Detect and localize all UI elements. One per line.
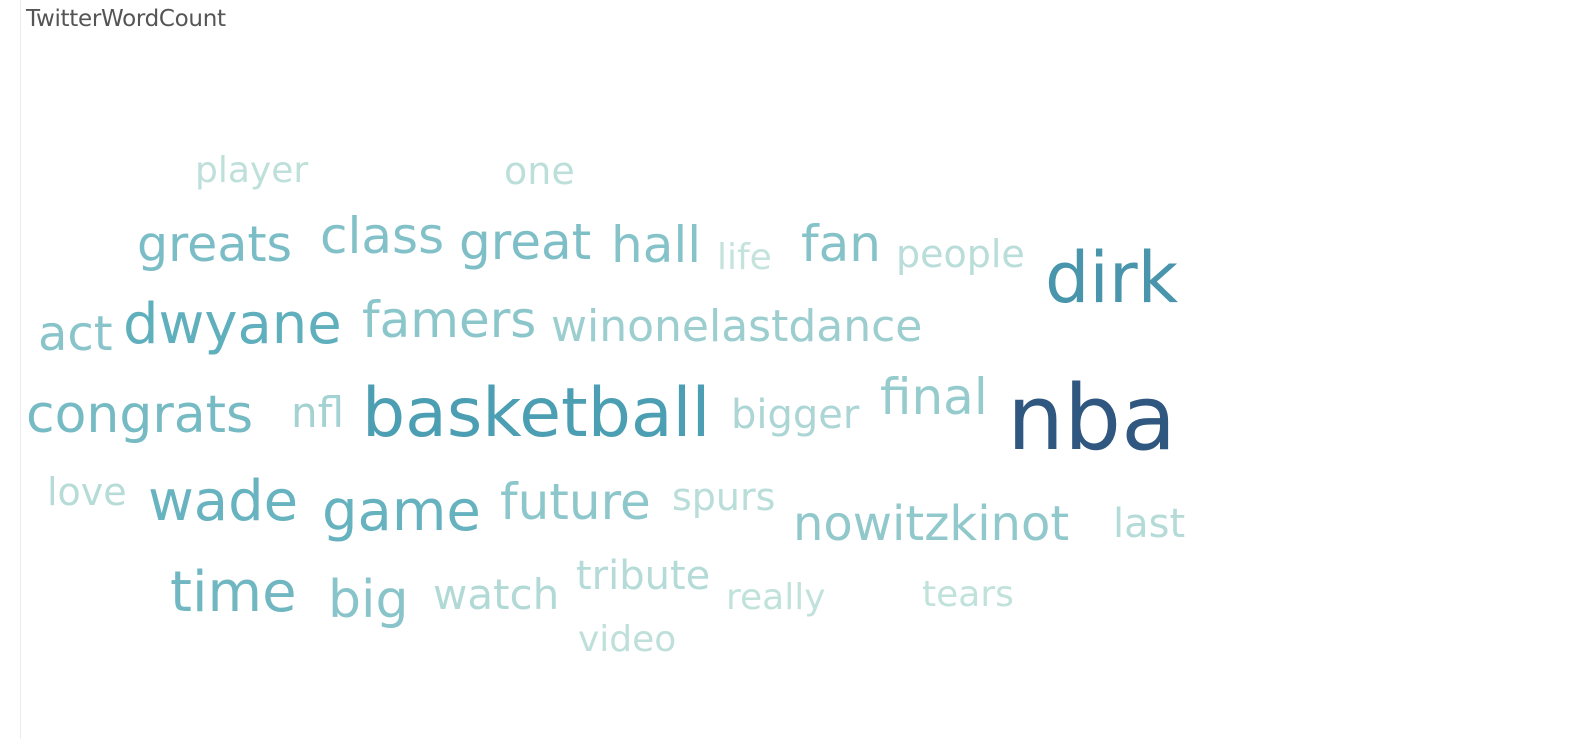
- word-dwyane[interactable]: dwyane: [123, 292, 342, 357]
- word-basketball[interactable]: basketball: [362, 374, 711, 453]
- sheet-title: TwitterWordCount: [26, 6, 226, 32]
- word-dirk[interactable]: dirk: [1045, 237, 1179, 319]
- word-big[interactable]: big: [328, 570, 409, 630]
- word-people[interactable]: people: [896, 232, 1025, 276]
- word-greats[interactable]: greats: [137, 216, 293, 273]
- word-spurs[interactable]: spurs: [672, 475, 776, 519]
- word-hall[interactable]: hall: [611, 216, 702, 274]
- word-nba[interactable]: nba: [1007, 366, 1177, 471]
- word-time[interactable]: time: [170, 560, 297, 625]
- word-final[interactable]: final: [880, 368, 988, 426]
- word-video[interactable]: video: [578, 619, 677, 660]
- word-game[interactable]: game: [322, 479, 481, 544]
- word-nfl[interactable]: nfl: [291, 388, 345, 437]
- word-congrats[interactable]: congrats: [26, 385, 254, 445]
- word-famers[interactable]: famers: [362, 291, 537, 349]
- word-act[interactable]: act: [38, 306, 113, 362]
- word-class[interactable]: class: [320, 207, 445, 265]
- word-life[interactable]: life: [717, 237, 772, 278]
- word-great[interactable]: great: [459, 213, 592, 271]
- word-wade[interactable]: wade: [148, 469, 299, 534]
- word-bigger[interactable]: bigger: [731, 392, 860, 438]
- word-last[interactable]: last: [1113, 501, 1186, 547]
- word-winonelastdance[interactable]: winonelastdance: [551, 301, 923, 352]
- word-one[interactable]: one: [504, 149, 575, 193]
- word-fan[interactable]: fan: [801, 215, 881, 273]
- word-tears[interactable]: tears: [922, 574, 1014, 615]
- word-future[interactable]: future: [500, 473, 651, 531]
- word-really[interactable]: really: [726, 577, 826, 618]
- sheet-left-border: [20, 0, 21, 739]
- word-tribute[interactable]: tribute: [576, 553, 711, 599]
- word-player[interactable]: player: [195, 150, 309, 191]
- word-love[interactable]: love: [47, 470, 127, 514]
- word-watch[interactable]: watch: [433, 570, 560, 619]
- word-nowitzkinot[interactable]: nowitzkinot: [793, 496, 1070, 552]
